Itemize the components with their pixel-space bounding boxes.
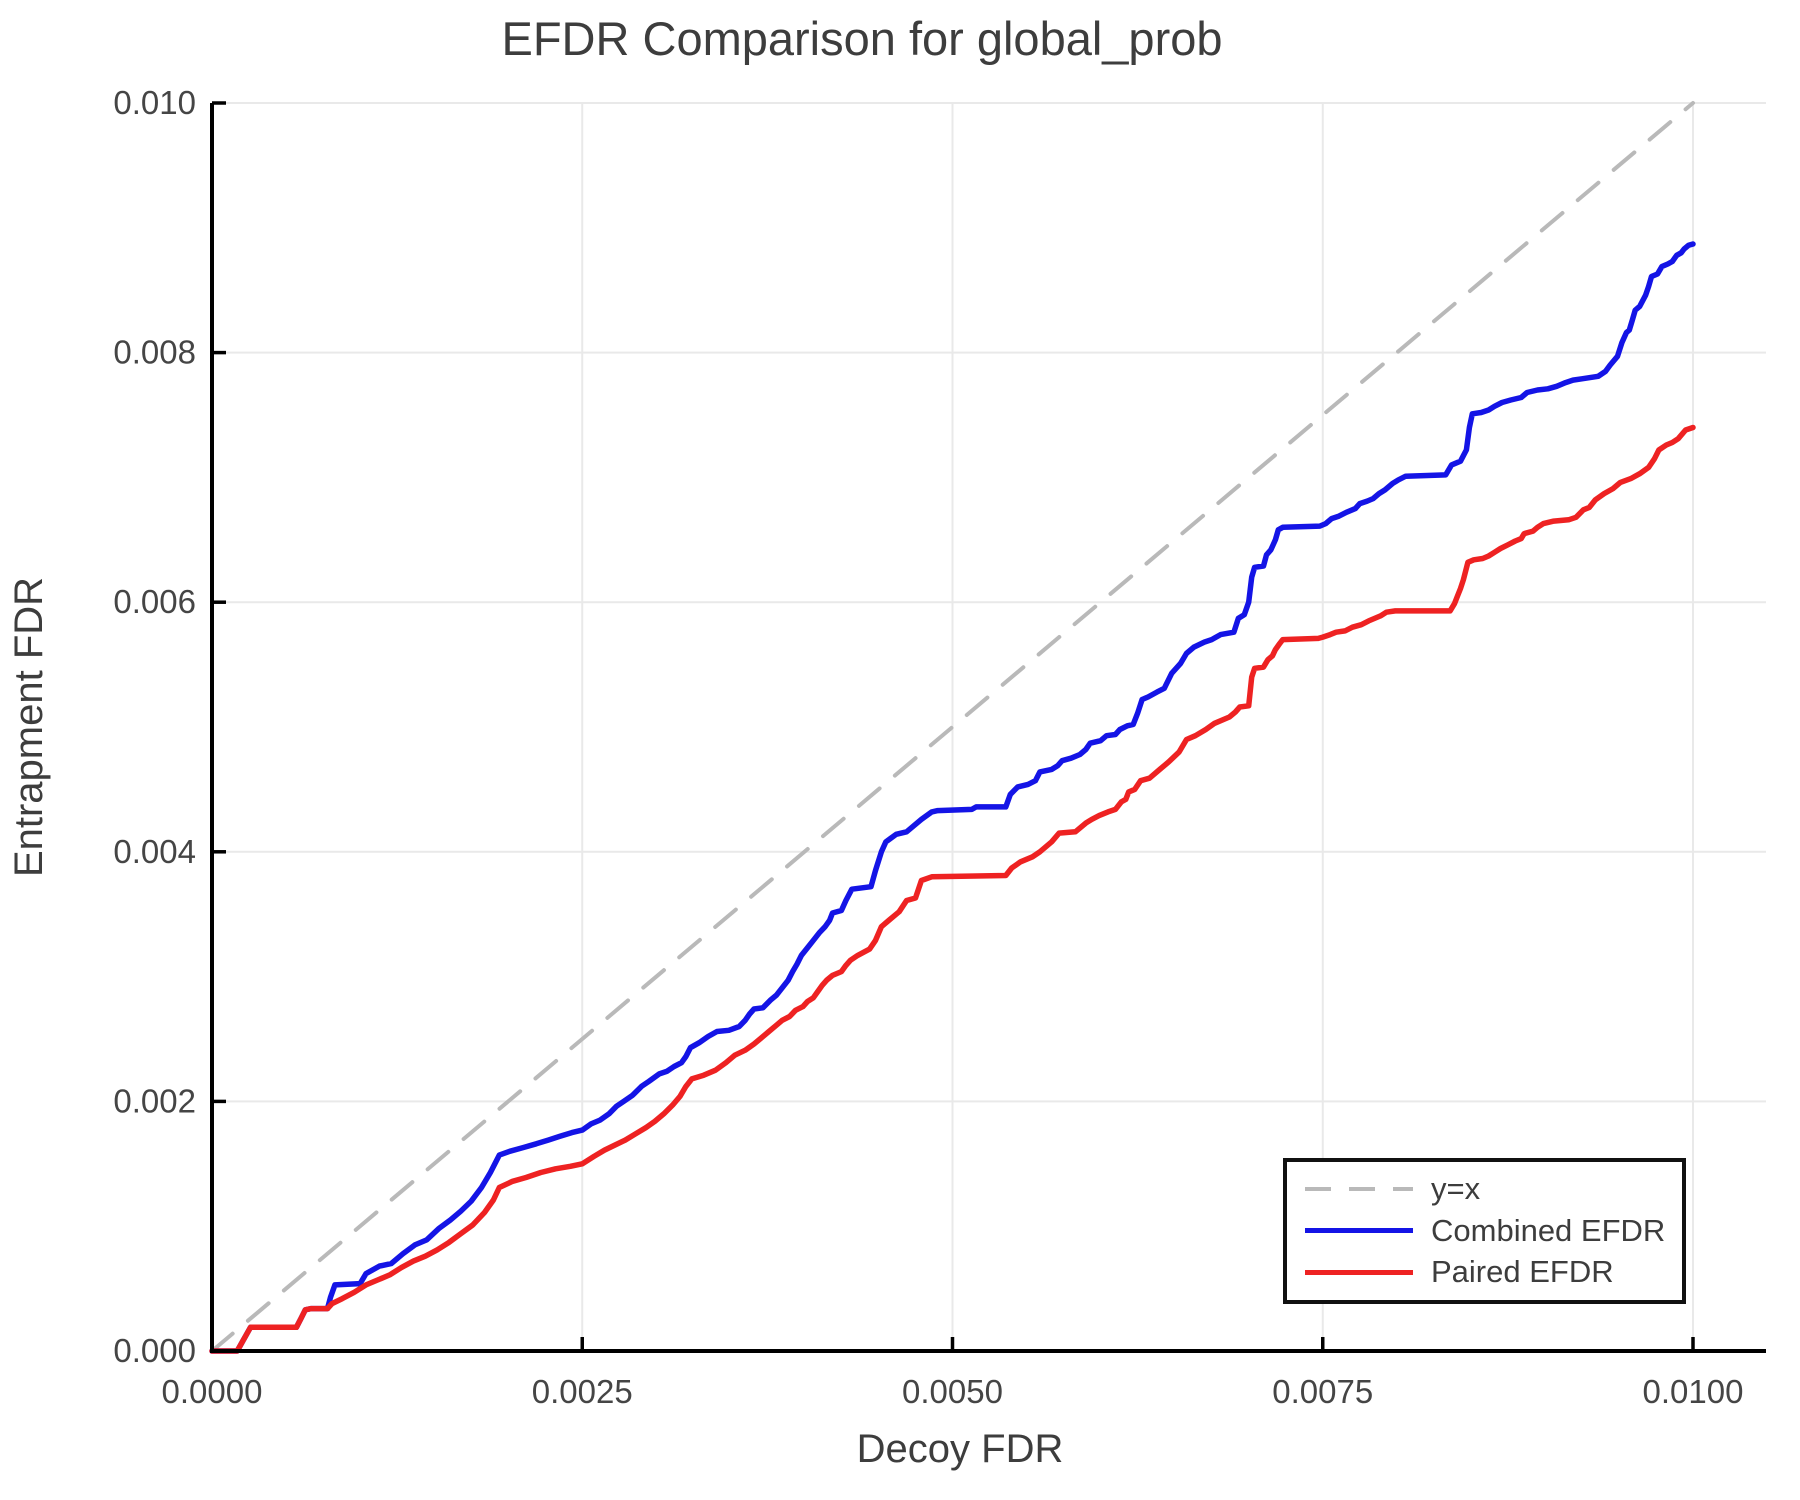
legend-item-combined: Combined EFDR (1287, 1212, 1682, 1248)
legend-item-identity: y=x (1287, 1173, 1682, 1206)
y-tick-label: 0.002 (113, 1082, 196, 1119)
grid-layer (212, 102, 1766, 1351)
y-tick-label: 0.006 (113, 583, 196, 620)
series-line-combined-efdr (209, 241, 1696, 1354)
y-tick-label: 0.004 (113, 833, 196, 870)
y-tick-label: 0.000 (113, 1332, 196, 1369)
legend-label-identity: y=x (1431, 1171, 1481, 1207)
legend: y=x Combined EFDR Paired EFDR (1283, 1158, 1686, 1304)
chart-title: EFDR Comparison for global_prob (502, 12, 1223, 65)
y-tick-label: 0.010 (113, 84, 196, 121)
x-tick-label: 0.0025 (532, 1373, 633, 1410)
y-tick-label: 0.008 (113, 334, 196, 371)
legend-label-paired: Paired EFDR (1431, 1254, 1614, 1290)
paired-line-sample-icon (1305, 1270, 1413, 1276)
y-axis-label: Entrapment FDR (7, 577, 51, 877)
identity-line-sample-icon (1305, 1187, 1413, 1192)
axis-layer (210, 101, 1766, 1353)
series-line-paired-efdr (209, 424, 1696, 1354)
x-tick-label: 0.0000 (162, 1373, 263, 1410)
legend-item-paired: Paired EFDR (1287, 1256, 1682, 1289)
series-line-y-x (210, 101, 1695, 1353)
x-tick-label: 0.0050 (902, 1373, 1003, 1410)
combined-line-sample-icon (1305, 1228, 1413, 1234)
x-axis-label: Decoy FDR (857, 1427, 1064, 1471)
tick-label-layer: 0.0000 0.0025 0.0050 0.0075 0.0100 0.000 0.002… (113, 84, 1743, 1410)
x-tick-label: 0.0075 (1272, 1373, 1373, 1410)
series-layer (209, 101, 1696, 1354)
x-tick-label: 0.0100 (1643, 1373, 1744, 1410)
legend-label-combined: Combined EFDR (1431, 1212, 1666, 1248)
